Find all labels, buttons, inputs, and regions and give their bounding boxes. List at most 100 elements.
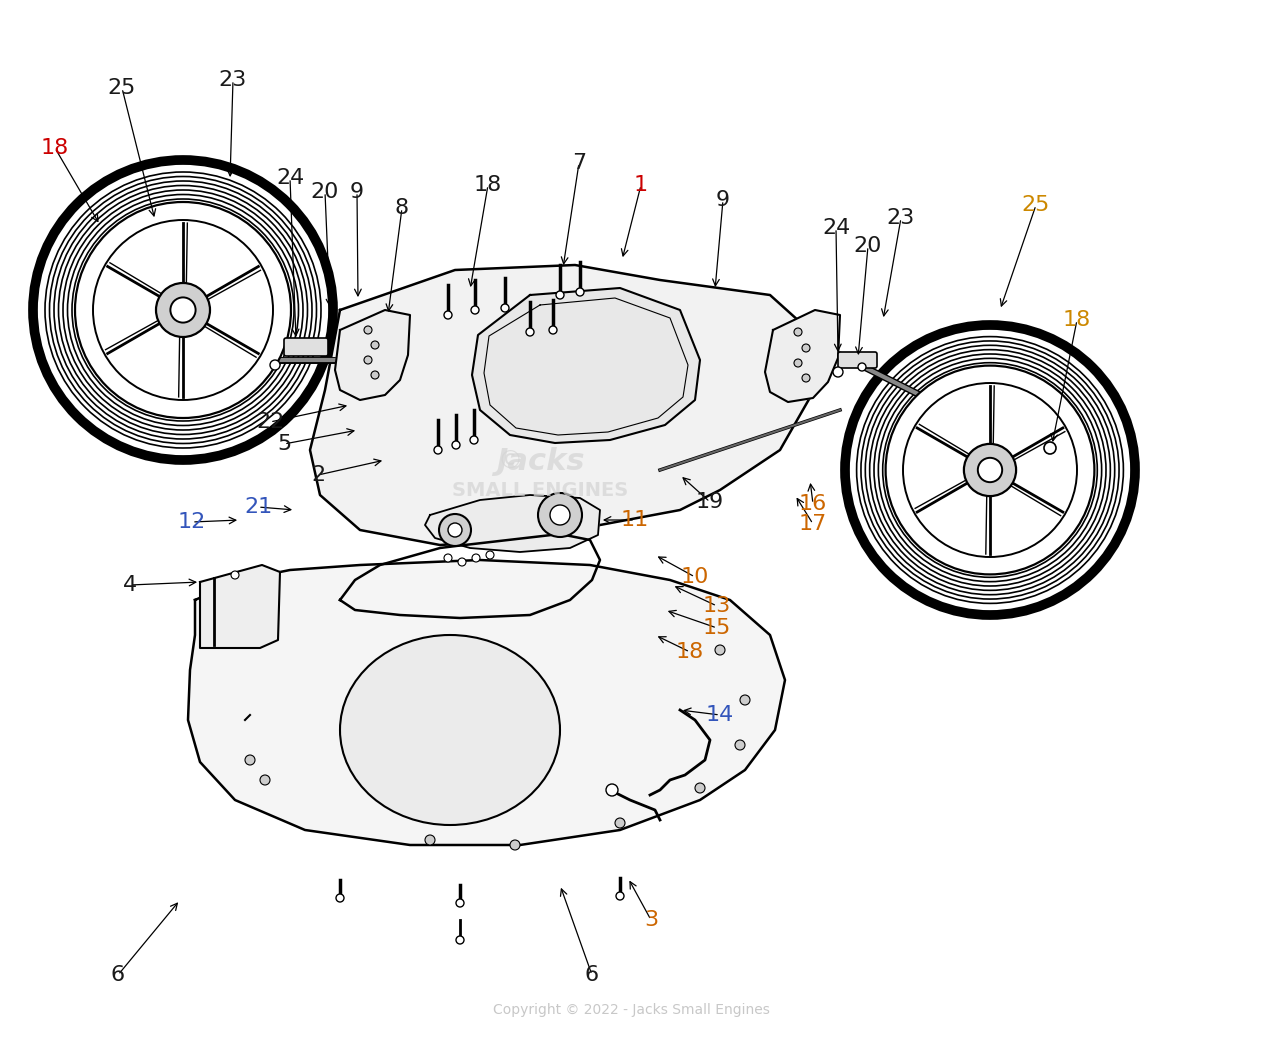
Text: 4: 4 [123, 575, 138, 595]
Circle shape [33, 160, 333, 460]
Text: 7: 7 [572, 153, 586, 173]
Circle shape [870, 350, 1110, 591]
Text: 19: 19 [696, 492, 724, 512]
Circle shape [72, 199, 294, 421]
Circle shape [903, 383, 1077, 557]
Text: 13: 13 [703, 596, 731, 616]
Text: 14: 14 [706, 705, 734, 725]
Text: 11: 11 [621, 510, 649, 530]
Text: 24: 24 [822, 218, 850, 238]
Circle shape [874, 354, 1106, 586]
Text: Jacks: Jacks [496, 447, 585, 476]
Circle shape [336, 894, 344, 903]
Circle shape [501, 304, 509, 312]
Circle shape [458, 558, 466, 566]
Text: 15: 15 [702, 618, 731, 638]
Circle shape [695, 783, 705, 793]
Circle shape [93, 220, 273, 400]
Circle shape [371, 341, 379, 349]
Circle shape [878, 358, 1101, 582]
Circle shape [456, 936, 464, 944]
Text: 24: 24 [275, 168, 304, 188]
Circle shape [616, 892, 624, 900]
FancyBboxPatch shape [837, 352, 877, 367]
Text: ©: © [498, 450, 523, 474]
Text: 6: 6 [585, 965, 599, 985]
Text: 1: 1 [634, 175, 648, 195]
Circle shape [231, 571, 239, 579]
Text: 21: 21 [244, 497, 272, 517]
Circle shape [260, 775, 270, 785]
Text: 17: 17 [799, 514, 827, 534]
Text: 9: 9 [716, 190, 730, 210]
Circle shape [802, 344, 810, 352]
Text: 2: 2 [311, 465, 325, 485]
Circle shape [49, 177, 317, 444]
Text: 12: 12 [178, 512, 206, 532]
Circle shape [883, 362, 1098, 577]
Polygon shape [472, 288, 700, 443]
Circle shape [67, 195, 298, 425]
Text: 23: 23 [218, 70, 248, 90]
Polygon shape [335, 310, 410, 400]
Circle shape [538, 493, 582, 537]
Circle shape [856, 336, 1123, 603]
Circle shape [364, 356, 373, 364]
Circle shape [63, 190, 303, 430]
Circle shape [75, 202, 290, 418]
Circle shape [885, 365, 1095, 575]
Text: 8: 8 [395, 198, 409, 218]
Circle shape [270, 360, 280, 370]
Text: 6: 6 [111, 965, 125, 985]
Circle shape [861, 341, 1119, 599]
Circle shape [364, 326, 373, 334]
Circle shape [472, 554, 480, 562]
Text: 25: 25 [1022, 195, 1051, 215]
Text: 10: 10 [681, 567, 710, 587]
Text: 18: 18 [40, 138, 69, 158]
Text: SMALL ENGINES: SMALL ENGINES [452, 481, 628, 499]
Text: 16: 16 [799, 494, 827, 514]
Circle shape [576, 288, 584, 296]
Circle shape [1045, 442, 1056, 454]
Polygon shape [200, 565, 280, 648]
Circle shape [740, 695, 750, 705]
Circle shape [834, 367, 842, 377]
Circle shape [865, 346, 1115, 595]
Circle shape [245, 755, 255, 765]
Circle shape [54, 181, 312, 439]
Circle shape [171, 297, 196, 322]
FancyBboxPatch shape [284, 338, 328, 356]
Circle shape [735, 740, 745, 750]
Ellipse shape [340, 634, 560, 825]
Circle shape [456, 899, 464, 907]
Circle shape [858, 363, 866, 371]
Circle shape [802, 374, 810, 382]
Polygon shape [309, 265, 820, 545]
Circle shape [157, 283, 210, 337]
Circle shape [549, 326, 557, 334]
Circle shape [556, 291, 565, 299]
Circle shape [434, 446, 442, 454]
Text: 23: 23 [887, 208, 916, 228]
Text: 18: 18 [1063, 310, 1091, 330]
Text: Copyright © 2022 - Jacks Small Engines: Copyright © 2022 - Jacks Small Engines [493, 1003, 770, 1017]
Circle shape [606, 784, 618, 796]
Text: 20: 20 [854, 236, 882, 257]
Circle shape [448, 524, 462, 537]
Circle shape [452, 441, 460, 449]
Circle shape [445, 554, 452, 562]
Polygon shape [426, 495, 600, 552]
Circle shape [470, 436, 477, 444]
Polygon shape [188, 560, 786, 845]
Circle shape [794, 328, 802, 336]
Circle shape [794, 359, 802, 367]
Text: 20: 20 [311, 182, 340, 202]
Circle shape [510, 840, 520, 850]
Text: 5: 5 [277, 435, 292, 454]
Circle shape [426, 836, 434, 845]
Text: 18: 18 [676, 642, 705, 662]
Text: 22: 22 [256, 413, 284, 432]
Circle shape [845, 325, 1135, 615]
Circle shape [445, 311, 452, 319]
